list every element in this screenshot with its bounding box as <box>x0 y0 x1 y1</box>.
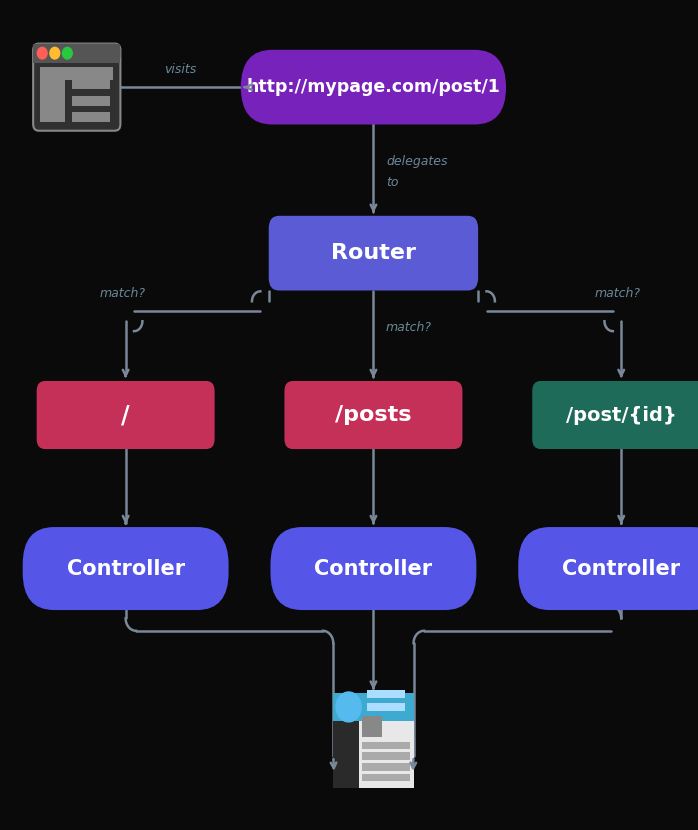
Bar <box>40 67 113 80</box>
Text: /: / <box>121 403 130 427</box>
FancyBboxPatch shape <box>241 50 506 124</box>
FancyBboxPatch shape <box>518 527 698 610</box>
Text: to: to <box>386 176 399 189</box>
Circle shape <box>63 47 73 59</box>
Bar <box>334 692 413 721</box>
FancyBboxPatch shape <box>34 43 120 130</box>
FancyBboxPatch shape <box>532 381 698 449</box>
Text: /posts: /posts <box>335 405 412 425</box>
Text: Controller: Controller <box>66 559 185 579</box>
Text: match?: match? <box>99 287 145 300</box>
Bar <box>334 692 413 788</box>
Bar <box>362 774 410 782</box>
FancyBboxPatch shape <box>34 43 120 63</box>
Text: /post/{id}: /post/{id} <box>566 406 676 424</box>
Bar <box>71 112 110 122</box>
Bar <box>71 95 110 105</box>
Text: Router: Router <box>331 243 416 263</box>
Text: Controller: Controller <box>314 559 433 579</box>
Bar <box>367 690 406 698</box>
Bar <box>334 721 359 788</box>
Bar <box>362 742 410 749</box>
Text: delegates: delegates <box>386 155 447 168</box>
Text: visits: visits <box>165 63 197 76</box>
Bar <box>362 764 410 770</box>
FancyBboxPatch shape <box>285 381 463 449</box>
FancyBboxPatch shape <box>36 381 215 449</box>
FancyBboxPatch shape <box>34 43 120 63</box>
Text: match?: match? <box>386 321 432 334</box>
Circle shape <box>336 692 362 722</box>
Bar <box>40 80 64 122</box>
Circle shape <box>50 47 60 59</box>
Bar <box>362 752 410 760</box>
FancyBboxPatch shape <box>22 527 229 610</box>
FancyBboxPatch shape <box>271 527 476 610</box>
Bar <box>367 703 406 711</box>
Text: http://mypage.com/post/1: http://mypage.com/post/1 <box>246 78 500 96</box>
Bar <box>362 715 383 737</box>
Text: match?: match? <box>595 287 641 300</box>
Circle shape <box>37 47 47 59</box>
FancyBboxPatch shape <box>269 216 478 290</box>
Bar <box>71 79 110 89</box>
Text: Controller: Controller <box>562 559 681 579</box>
